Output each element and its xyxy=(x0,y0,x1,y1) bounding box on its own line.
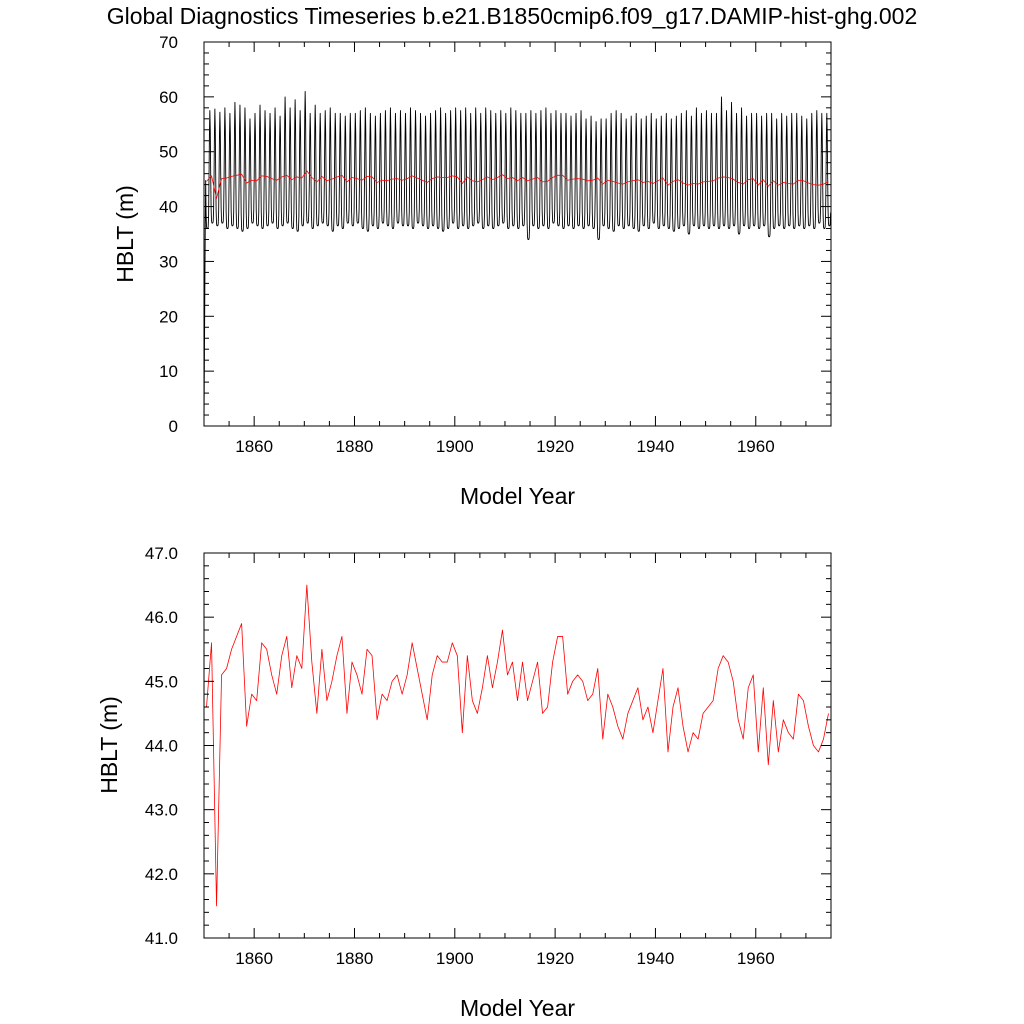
y-tick-label: 44.0 xyxy=(145,737,178,756)
x-tick-label: 1940 xyxy=(637,437,675,456)
plot-frame xyxy=(203,552,832,939)
y-tick-label: 70 xyxy=(159,33,178,52)
y-tick-label: 40 xyxy=(159,198,178,217)
x-tick-label: 1960 xyxy=(737,949,775,968)
x-tick-label: 1960 xyxy=(737,437,775,456)
x-tick-label: 1920 xyxy=(536,949,574,968)
x-tick-label: 1940 xyxy=(637,949,675,968)
annual-mean-series-line xyxy=(206,170,829,199)
y-tick-label: 30 xyxy=(159,252,178,271)
y-axis-label: HBLT (m) xyxy=(112,185,138,283)
y-tick-label: 10 xyxy=(159,362,178,381)
y-tick-label: 43.0 xyxy=(145,801,178,820)
x-tick-label: 1860 xyxy=(235,949,273,968)
figure-title: Global Diagnostics Timeseries b.e21.B185… xyxy=(107,3,918,29)
y-tick-label: 50 xyxy=(159,143,178,162)
x-axis-label: Model Year xyxy=(460,483,575,509)
plot-area xyxy=(204,90,831,426)
y-axis-label: HBLT (m) xyxy=(96,696,122,794)
y-tick-label: 47.0 xyxy=(145,544,178,563)
x-tick-label: 1900 xyxy=(436,949,474,968)
x-tick-label: 1860 xyxy=(235,437,273,456)
y-tick-label: 45.0 xyxy=(145,672,178,691)
plot-frame xyxy=(203,41,832,427)
y-tick-label: 41.0 xyxy=(145,929,178,948)
top-panel: 1860 1880 1900 1920 1940 1960 0 10 20 30 40 50 60 70 M… xyxy=(112,33,832,509)
x-tick-label: 1880 xyxy=(336,437,374,456)
y-tick-label: 20 xyxy=(159,307,178,326)
x-axis-label: Model Year xyxy=(460,995,575,1021)
monthly-series-line xyxy=(204,90,831,426)
x-tick-label: 1880 xyxy=(336,949,374,968)
y-tick-label: 0 xyxy=(169,417,178,436)
y-tick-label: 46.0 xyxy=(145,608,178,627)
x-tick-label: 1920 xyxy=(536,437,574,456)
x-tick-label: 1900 xyxy=(436,437,474,456)
y-tick-label: 60 xyxy=(159,88,178,107)
annual-mean-series-line xyxy=(206,584,829,907)
plot-area xyxy=(206,584,829,907)
y-tick-label: 42.0 xyxy=(145,865,178,884)
bottom-panel: 1860 1880 1900 1920 1940 1960 41.0 42.0 43.0 44.0… xyxy=(96,544,832,1021)
